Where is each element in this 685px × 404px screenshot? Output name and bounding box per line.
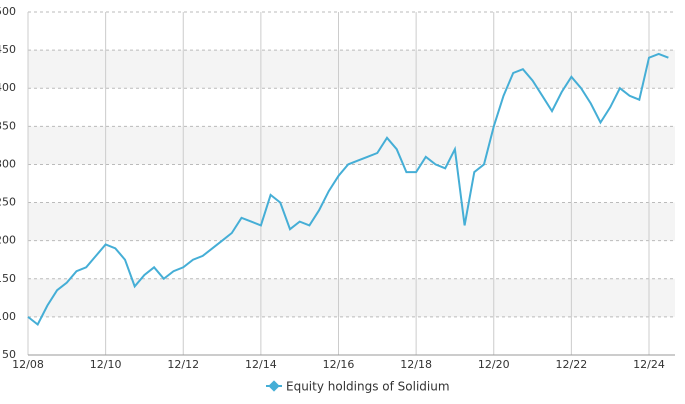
legend-label: Equity holdings of Solidium bbox=[286, 380, 450, 394]
x-tick-label: 12/18 bbox=[400, 358, 432, 371]
x-tick-label: 12/22 bbox=[556, 358, 588, 371]
y-tick-label: 200 bbox=[0, 234, 16, 247]
y-tick-label: 50 bbox=[2, 348, 16, 361]
x-tick-label: 12/16 bbox=[323, 358, 355, 371]
legend[interactable]: Equity holdings of Solidium bbox=[266, 380, 450, 394]
grid-band bbox=[28, 202, 675, 241]
y-tick-label: 500 bbox=[0, 5, 16, 18]
grid-band bbox=[28, 126, 675, 165]
legend-marker bbox=[268, 380, 280, 392]
series-line bbox=[27, 52, 669, 327]
y-tick-label: 400 bbox=[0, 81, 16, 94]
x-tick-label: 12/24 bbox=[633, 358, 665, 371]
y-tick-label: 250 bbox=[0, 196, 16, 209]
x-tick-label: 12/08 bbox=[12, 358, 44, 371]
grid-band bbox=[28, 50, 675, 89]
y-tick-label: 300 bbox=[0, 157, 16, 170]
y-tick-label: 100 bbox=[0, 310, 16, 323]
x-tick-label: 12/10 bbox=[90, 358, 122, 371]
y-tick-label: 450 bbox=[0, 43, 16, 56]
y-tick-label: 350 bbox=[0, 119, 16, 132]
x-tick-label: 12/14 bbox=[245, 358, 277, 371]
x-tick-label: 12/12 bbox=[167, 358, 199, 371]
y-tick-label: 150 bbox=[0, 272, 16, 285]
x-tick-label: 12/20 bbox=[478, 358, 510, 371]
grid-band bbox=[28, 278, 675, 317]
